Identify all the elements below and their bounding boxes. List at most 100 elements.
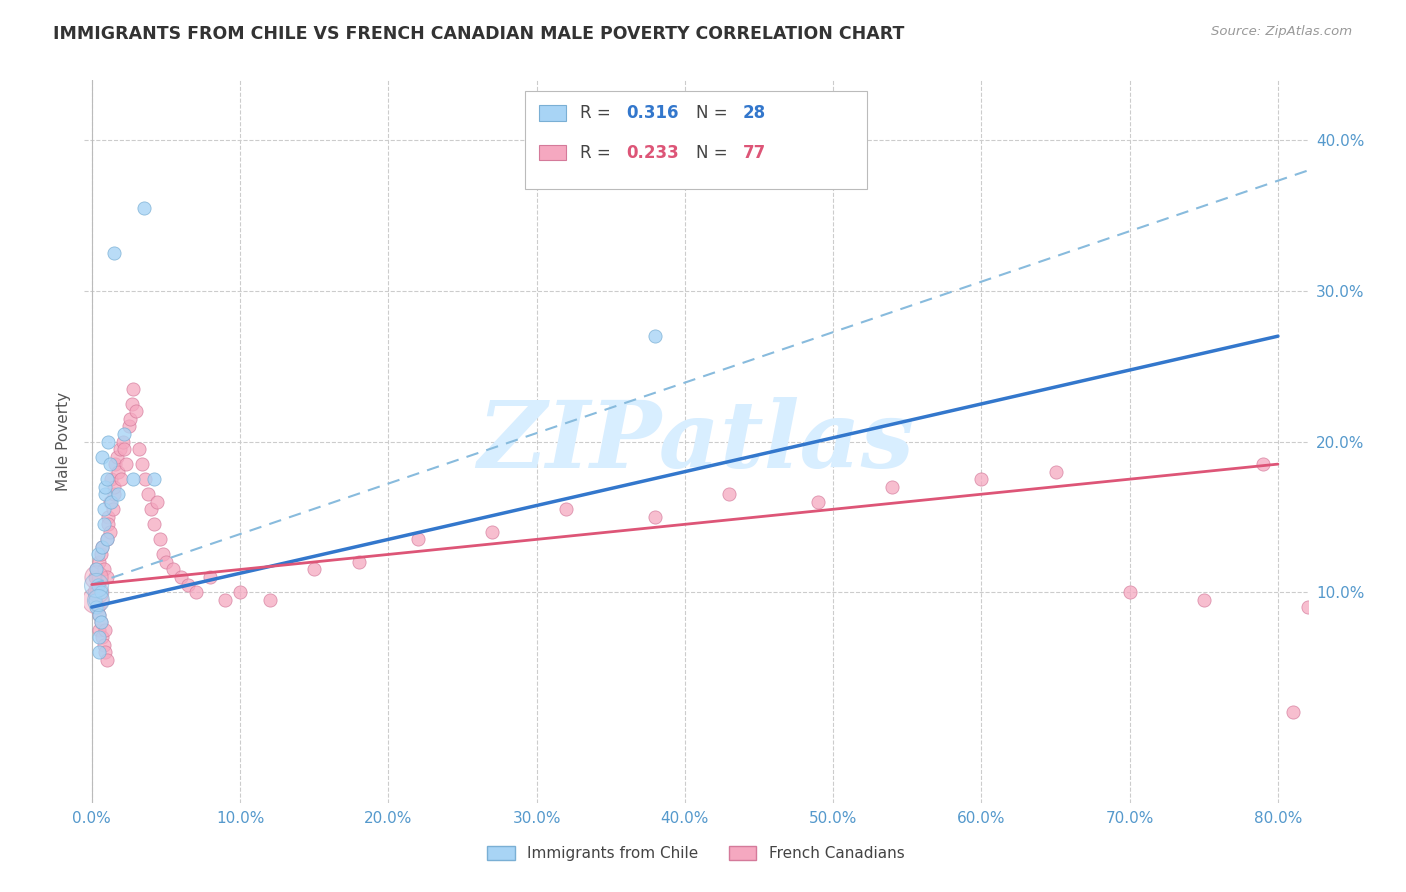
Point xyxy=(107,487,129,501)
Point xyxy=(96,533,118,547)
Point xyxy=(100,472,122,486)
Point xyxy=(1281,706,1303,720)
Point xyxy=(107,465,129,479)
Point xyxy=(184,585,207,599)
Point xyxy=(131,457,153,471)
Point xyxy=(83,592,105,607)
Text: 0.316: 0.316 xyxy=(626,103,679,122)
Point xyxy=(89,645,111,659)
Point xyxy=(91,540,114,554)
Point xyxy=(84,570,107,584)
Text: R =: R = xyxy=(579,103,616,122)
Point xyxy=(970,472,993,486)
Point xyxy=(214,592,236,607)
Point xyxy=(146,494,169,508)
Point xyxy=(93,638,115,652)
Point xyxy=(83,592,105,607)
Point xyxy=(101,502,124,516)
Point xyxy=(86,548,108,562)
Point xyxy=(136,487,159,501)
Point xyxy=(94,487,117,501)
Point xyxy=(259,592,281,607)
Point xyxy=(1118,585,1140,599)
Point xyxy=(1312,706,1334,720)
Y-axis label: Male Poverty: Male Poverty xyxy=(56,392,72,491)
Point xyxy=(104,457,127,471)
Point xyxy=(229,585,252,599)
Point xyxy=(84,585,107,599)
Text: ZIPatlas: ZIPatlas xyxy=(478,397,914,486)
Point xyxy=(86,600,108,615)
Point xyxy=(83,570,105,584)
Point xyxy=(103,487,125,501)
Point xyxy=(97,517,120,532)
Point xyxy=(143,517,166,532)
Point xyxy=(111,434,134,449)
Point xyxy=(112,427,135,442)
Point xyxy=(128,442,150,456)
Point xyxy=(1251,457,1274,471)
Point xyxy=(882,480,904,494)
Text: 28: 28 xyxy=(742,103,766,122)
Point xyxy=(90,548,112,562)
Point xyxy=(94,645,117,659)
Text: 77: 77 xyxy=(742,144,766,161)
Point xyxy=(96,570,118,584)
Point xyxy=(93,562,115,576)
Text: R =: R = xyxy=(579,144,616,161)
Text: N =: N = xyxy=(696,144,733,161)
Point xyxy=(94,623,117,637)
Point xyxy=(84,562,107,576)
Text: N =: N = xyxy=(696,103,733,122)
Point xyxy=(89,607,111,622)
Point xyxy=(200,570,222,584)
Point xyxy=(105,450,128,464)
Point xyxy=(97,509,120,524)
Point xyxy=(177,577,200,591)
Point xyxy=(644,509,666,524)
Point xyxy=(89,555,111,569)
Point xyxy=(86,577,108,591)
Point xyxy=(86,577,108,591)
Point xyxy=(170,570,193,584)
Point xyxy=(120,412,142,426)
Point xyxy=(103,246,125,260)
Point xyxy=(1326,706,1348,720)
Point xyxy=(89,623,111,637)
Point xyxy=(84,562,107,576)
FancyBboxPatch shape xyxy=(524,91,868,189)
Point xyxy=(347,555,370,569)
Point xyxy=(122,472,145,486)
Text: Source: ZipAtlas.com: Source: ZipAtlas.com xyxy=(1212,25,1353,38)
Point xyxy=(134,472,156,486)
Point xyxy=(108,442,131,456)
Point xyxy=(555,502,578,516)
Point xyxy=(122,382,145,396)
Point xyxy=(149,533,172,547)
Point xyxy=(406,533,429,547)
Point xyxy=(110,472,132,486)
Point xyxy=(86,592,108,607)
Point xyxy=(90,585,112,599)
Point xyxy=(807,494,830,508)
Point xyxy=(162,562,184,576)
Point xyxy=(98,457,121,471)
Point xyxy=(93,517,115,532)
Point xyxy=(302,562,325,576)
Point xyxy=(103,480,125,494)
Point xyxy=(115,457,138,471)
Text: IMMIGRANTS FROM CHILE VS FRENCH CANADIAN MALE POVERTY CORRELATION CHART: IMMIGRANTS FROM CHILE VS FRENCH CANADIAN… xyxy=(53,25,905,43)
Point xyxy=(100,494,122,508)
Point xyxy=(91,540,114,554)
Point xyxy=(96,472,118,486)
Point xyxy=(155,555,177,569)
Text: 0.233: 0.233 xyxy=(626,144,679,161)
Point xyxy=(481,524,503,539)
Point xyxy=(152,548,174,562)
Point xyxy=(83,592,105,607)
Point xyxy=(97,434,120,449)
Legend: Immigrants from Chile, French Canadians: Immigrants from Chile, French Canadians xyxy=(481,839,911,867)
Point xyxy=(644,329,666,343)
Point xyxy=(121,397,143,411)
Point xyxy=(98,494,121,508)
